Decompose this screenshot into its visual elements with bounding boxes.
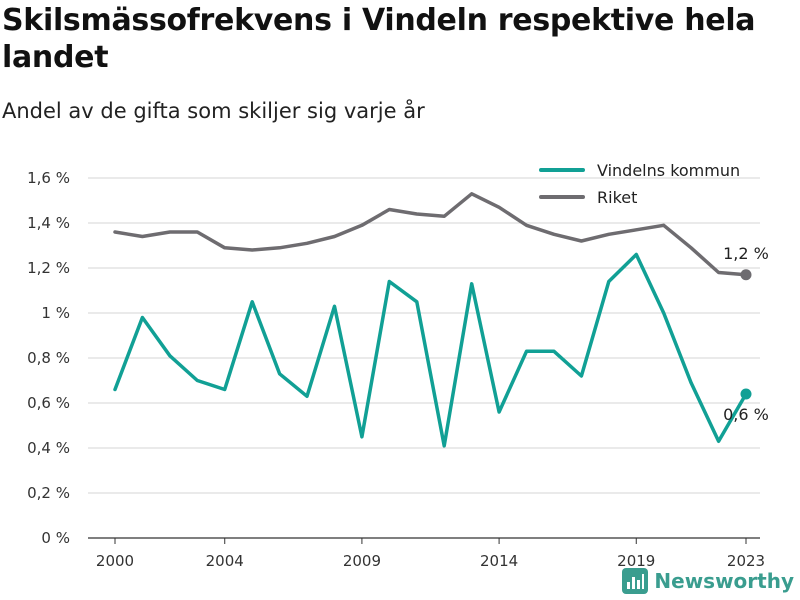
end-label-vindeln: 0,6 % xyxy=(723,405,769,424)
gridlines xyxy=(88,177,760,494)
y-tick-label: 1,2 % xyxy=(27,259,70,277)
y-tick-label: 0,4 % xyxy=(27,439,70,457)
end-marker-vindeln xyxy=(740,388,752,400)
y-tick-label: 0,6 % xyxy=(27,394,70,412)
x-tick-label: 2000 xyxy=(96,552,134,570)
legend-label-vindeln: Vindelns kommun xyxy=(597,161,740,180)
series-line-vindeln xyxy=(113,252,748,448)
brand-name: Newsworthy xyxy=(654,569,794,593)
y-tick-label: 0,8 % xyxy=(27,349,70,367)
y-tick-label: 1,4 % xyxy=(27,214,70,232)
x-tick-label: 2009 xyxy=(343,552,381,570)
series-line-riket xyxy=(113,192,748,277)
y-tick-label: 0 % xyxy=(41,529,70,547)
x-tick-label: 2004 xyxy=(206,552,244,570)
series-lines xyxy=(113,192,748,448)
x-tick-label: 2023 xyxy=(727,552,765,570)
chart-title: Skilsmässofrekvens i Vindeln respektive … xyxy=(2,3,756,75)
x-axis: 2000 2004 2009 2014 2019 2023 xyxy=(88,537,765,570)
y-axis-ticks: 0 % 0,2 % 0,4 % 0,6 % 0,8 % 1 % 1,2 % 1,4 % 1,6 … xyxy=(27,169,70,547)
newsworthy-icon xyxy=(622,568,649,594)
end-markers: 1,2 % 0,6 % xyxy=(723,244,769,424)
x-tick-label: 2014 xyxy=(480,552,518,570)
newsworthy-logo: Newsworthy xyxy=(622,568,794,594)
end-marker-riket xyxy=(740,269,752,281)
legend-label-riket: Riket xyxy=(597,188,637,207)
end-label-riket: 1,2 % xyxy=(723,244,769,263)
legend: Vindelns kommun Riket xyxy=(539,161,740,207)
y-tick-label: 1,6 % xyxy=(27,169,70,187)
x-tick-label: 2019 xyxy=(617,552,655,570)
y-tick-label: 0,2 % xyxy=(27,484,70,502)
y-tick-label: 1 % xyxy=(41,304,70,322)
chart-subtitle: Andel av de gifta som skiljer sig varje … xyxy=(2,99,425,123)
